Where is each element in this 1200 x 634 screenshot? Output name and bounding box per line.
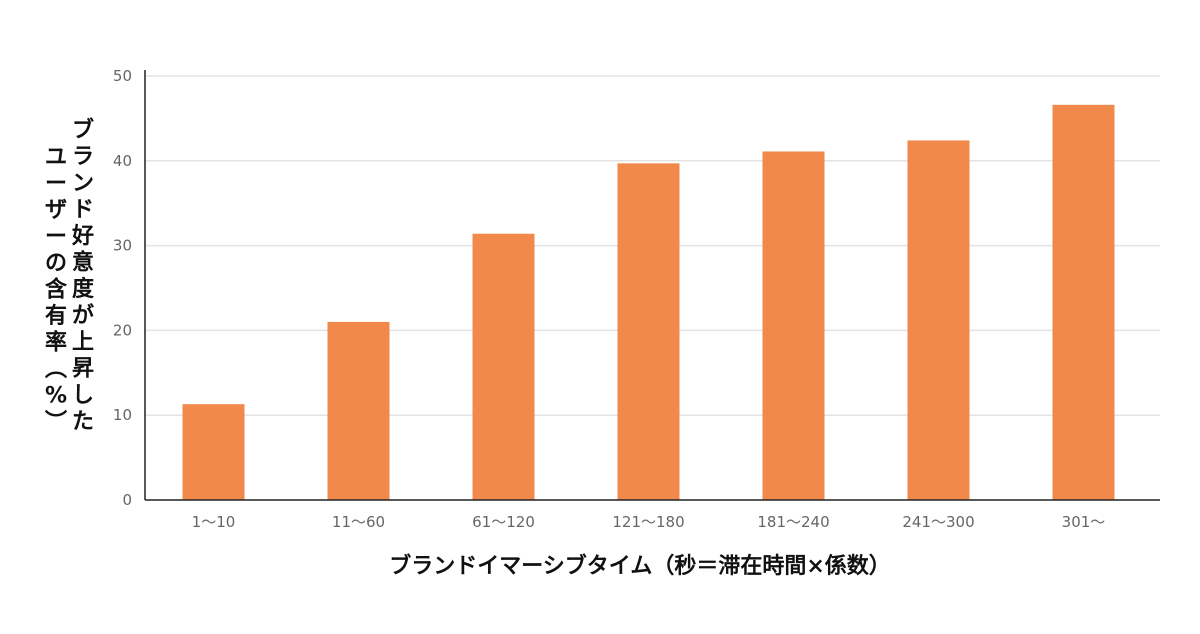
x-tick-label: 1〜10 — [192, 513, 236, 531]
x-tick-label: 301〜 — [1062, 513, 1106, 531]
y-axis-label-line-2: ユーザーの含有率︵% ︶ — [45, 145, 68, 435]
x-tick-label: 181〜240 — [757, 513, 829, 531]
y-tick-label: 10 — [113, 406, 132, 424]
bars — [182, 104, 1115, 501]
y-tick-labels: 0 10 20 30 40 50 — [113, 67, 132, 509]
y-tick-label: 50 — [113, 67, 132, 85]
bar — [472, 233, 535, 500]
axes — [144, 70, 1160, 501]
bar — [762, 151, 825, 501]
x-axis-label: ブランドイマーシブタイム（秒＝滞在時間×係数） — [389, 553, 891, 579]
bar — [907, 140, 970, 500]
bar — [327, 321, 390, 500]
y-tick-label: 40 — [113, 152, 132, 170]
y-axis-label: ブランド好意度が上昇した ユーザーの含有率︵% ︶ — [45, 117, 95, 435]
x-tick-label: 61〜120 — [472, 513, 535, 531]
y-tick-label: 0 — [122, 491, 132, 509]
x-tick-labels: 1〜10 11〜60 61〜120 121〜180 181〜240 241〜300 301〜 — [192, 513, 1106, 531]
y-axis-label-line-1: ブランド好意度が上昇した — [71, 117, 95, 435]
x-tick-label: 11〜60 — [332, 513, 385, 531]
bar — [182, 404, 245, 500]
x-tick-label: 241〜300 — [902, 513, 974, 531]
y-tick-label: 30 — [113, 237, 132, 255]
x-tick-label: 121〜180 — [612, 513, 684, 531]
bar — [1052, 104, 1115, 500]
y-tick-label: 20 — [113, 321, 132, 339]
bar — [617, 163, 680, 500]
